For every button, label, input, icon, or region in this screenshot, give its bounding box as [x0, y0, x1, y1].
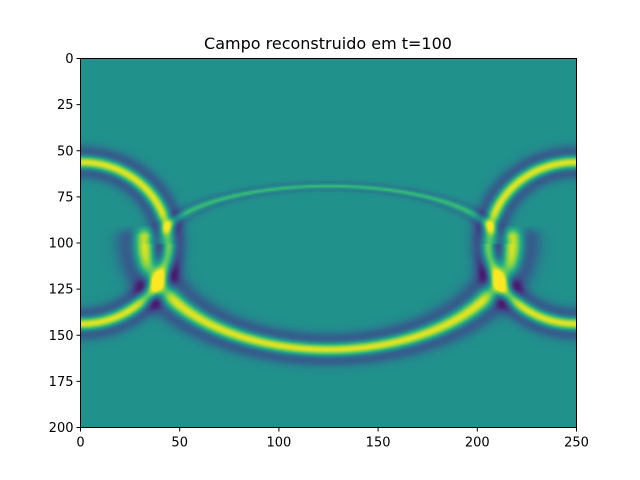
- x-tick-label: 250: [564, 436, 589, 451]
- chart-title: Campo reconstruido em t=100: [204, 34, 452, 53]
- plot-frame: [80, 58, 577, 428]
- x-tick-label: 50: [171, 436, 188, 451]
- y-tick-label: 200: [49, 421, 74, 436]
- y-tick-label: 175: [49, 375, 74, 390]
- x-tick-label: 100: [266, 436, 291, 451]
- heatmap-plot-area: [80, 58, 577, 428]
- x-tick-label: 200: [465, 436, 490, 451]
- heatmap-image: [80, 58, 577, 428]
- x-tick-label: 150: [366, 436, 391, 451]
- y-tick-label: 50: [57, 144, 74, 159]
- y-tick-label: 125: [49, 283, 74, 298]
- y-tick-label: 150: [49, 329, 74, 344]
- y-tick-label: 25: [57, 98, 74, 113]
- axes-ticks: 0 50 100 150 200 250 0 25 50 75 100 125 150 175 200: [49, 52, 589, 451]
- y-tick-label: 0: [65, 52, 73, 67]
- y-tick-label: 100: [49, 237, 74, 252]
- x-tick-label: 0: [76, 436, 84, 451]
- y-tick-label: 75: [57, 190, 74, 205]
